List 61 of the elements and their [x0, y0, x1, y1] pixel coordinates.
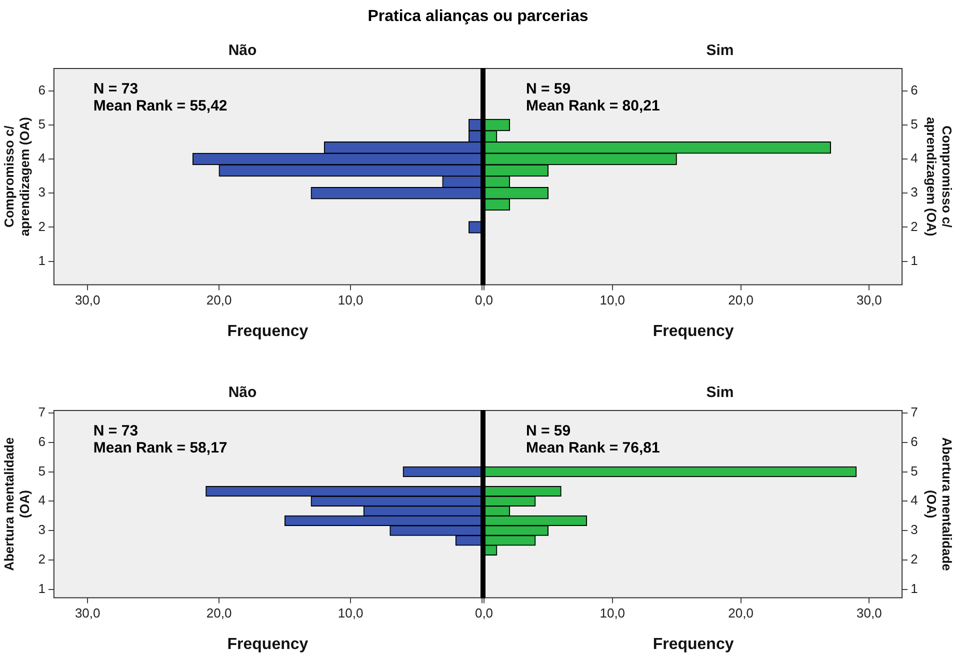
y-tick-label: 2 [38, 552, 46, 567]
x-axis-title: Frequency [652, 636, 734, 653]
x-tick-label: 10,0 [338, 292, 364, 308]
y-tick-label: 5 [910, 116, 918, 132]
y-tick-label: 4 [38, 150, 46, 166]
annotation: Mean Rank = 80,21 [526, 98, 660, 115]
annotation: Mean Rank = 58,17 [93, 440, 228, 457]
x-tick-label: 20,0 [728, 292, 754, 308]
x-tick-label: 20,0 [206, 292, 232, 308]
y-tick-label: 5 [38, 463, 46, 478]
y-tick-label: 1 [38, 252, 46, 268]
y-tick-label: 3 [910, 522, 918, 538]
y-tick-label: 3 [38, 184, 46, 200]
x-axis-title: Frequency [227, 322, 308, 340]
x-tick-label: 20,0 [728, 606, 754, 621]
chart-title: Pratica alianças ou parcerias [366, 8, 590, 26]
y-tick-label: 7 [38, 404, 46, 420]
annotation: N = 73 [93, 422, 138, 440]
x-tick-label: 30,0 [74, 292, 100, 308]
chart-subtitle: Sim [706, 42, 734, 60]
y-tick-label: 2 [38, 218, 46, 234]
y-axis-title: Abertura mentalidade (OA) [924, 437, 955, 571]
annotation: Mean Rank = 55,42 [93, 98, 228, 115]
y-tick-label: 3 [910, 184, 918, 200]
y-tick-label: 6 [910, 434, 918, 449]
y-tick-label: 2 [910, 218, 918, 234]
x-tick-label: 30,0 [74, 606, 100, 621]
annotation: Mean Rank = 76,81 [526, 440, 660, 457]
y-tick-label: 1 [910, 580, 918, 596]
chart-subtitle: Não [228, 42, 257, 60]
y-tick-label: 2 [910, 552, 918, 567]
y-tick-label: 4 [910, 150, 918, 166]
y-tick-label: 6 [38, 434, 46, 449]
x-tick-label: 20,0 [206, 606, 232, 621]
x-tick-label: 30,0 [856, 292, 882, 308]
y-tick-label: 1 [910, 252, 918, 268]
y-tick-label: 5 [38, 116, 46, 132]
x-tick-label: 30,0 [856, 606, 882, 621]
x-tick-label: 10,0 [338, 606, 364, 621]
chart-subtitle: Não [228, 384, 257, 402]
y-tick-label: 5 [910, 463, 918, 478]
y-tick-label: 6 [38, 82, 46, 98]
x-tick-label: 0,0 [474, 606, 494, 621]
annotation: N = 59 [526, 422, 571, 440]
x-axis-title: Frequency [227, 636, 308, 653]
y-tick-label: 4 [38, 492, 46, 508]
y-axis-title: Compromisso c/ aprendizagem (OA) [924, 117, 955, 236]
annotation: N = 59 [526, 80, 571, 98]
x-tick-label: 10,0 [600, 606, 626, 621]
y-tick-label: 7 [910, 404, 918, 420]
chart-subtitle: Sim [706, 384, 734, 402]
y-axis-title: Abertura mentalidade (OA) [1, 437, 32, 571]
y-tick-label: 3 [38, 522, 46, 538]
y-tick-label: 6 [910, 82, 918, 98]
x-tick-label: 10,0 [600, 292, 626, 308]
y-tick-label: 1 [38, 580, 46, 596]
annotation: N = 73 [93, 80, 138, 98]
x-tick-label: 0,0 [474, 292, 494, 308]
x-axis-title: Frequency [652, 322, 734, 340]
y-tick-label: 4 [910, 492, 918, 508]
y-axis-title: Compromisso c/ aprendizagem (OA) [1, 117, 32, 236]
